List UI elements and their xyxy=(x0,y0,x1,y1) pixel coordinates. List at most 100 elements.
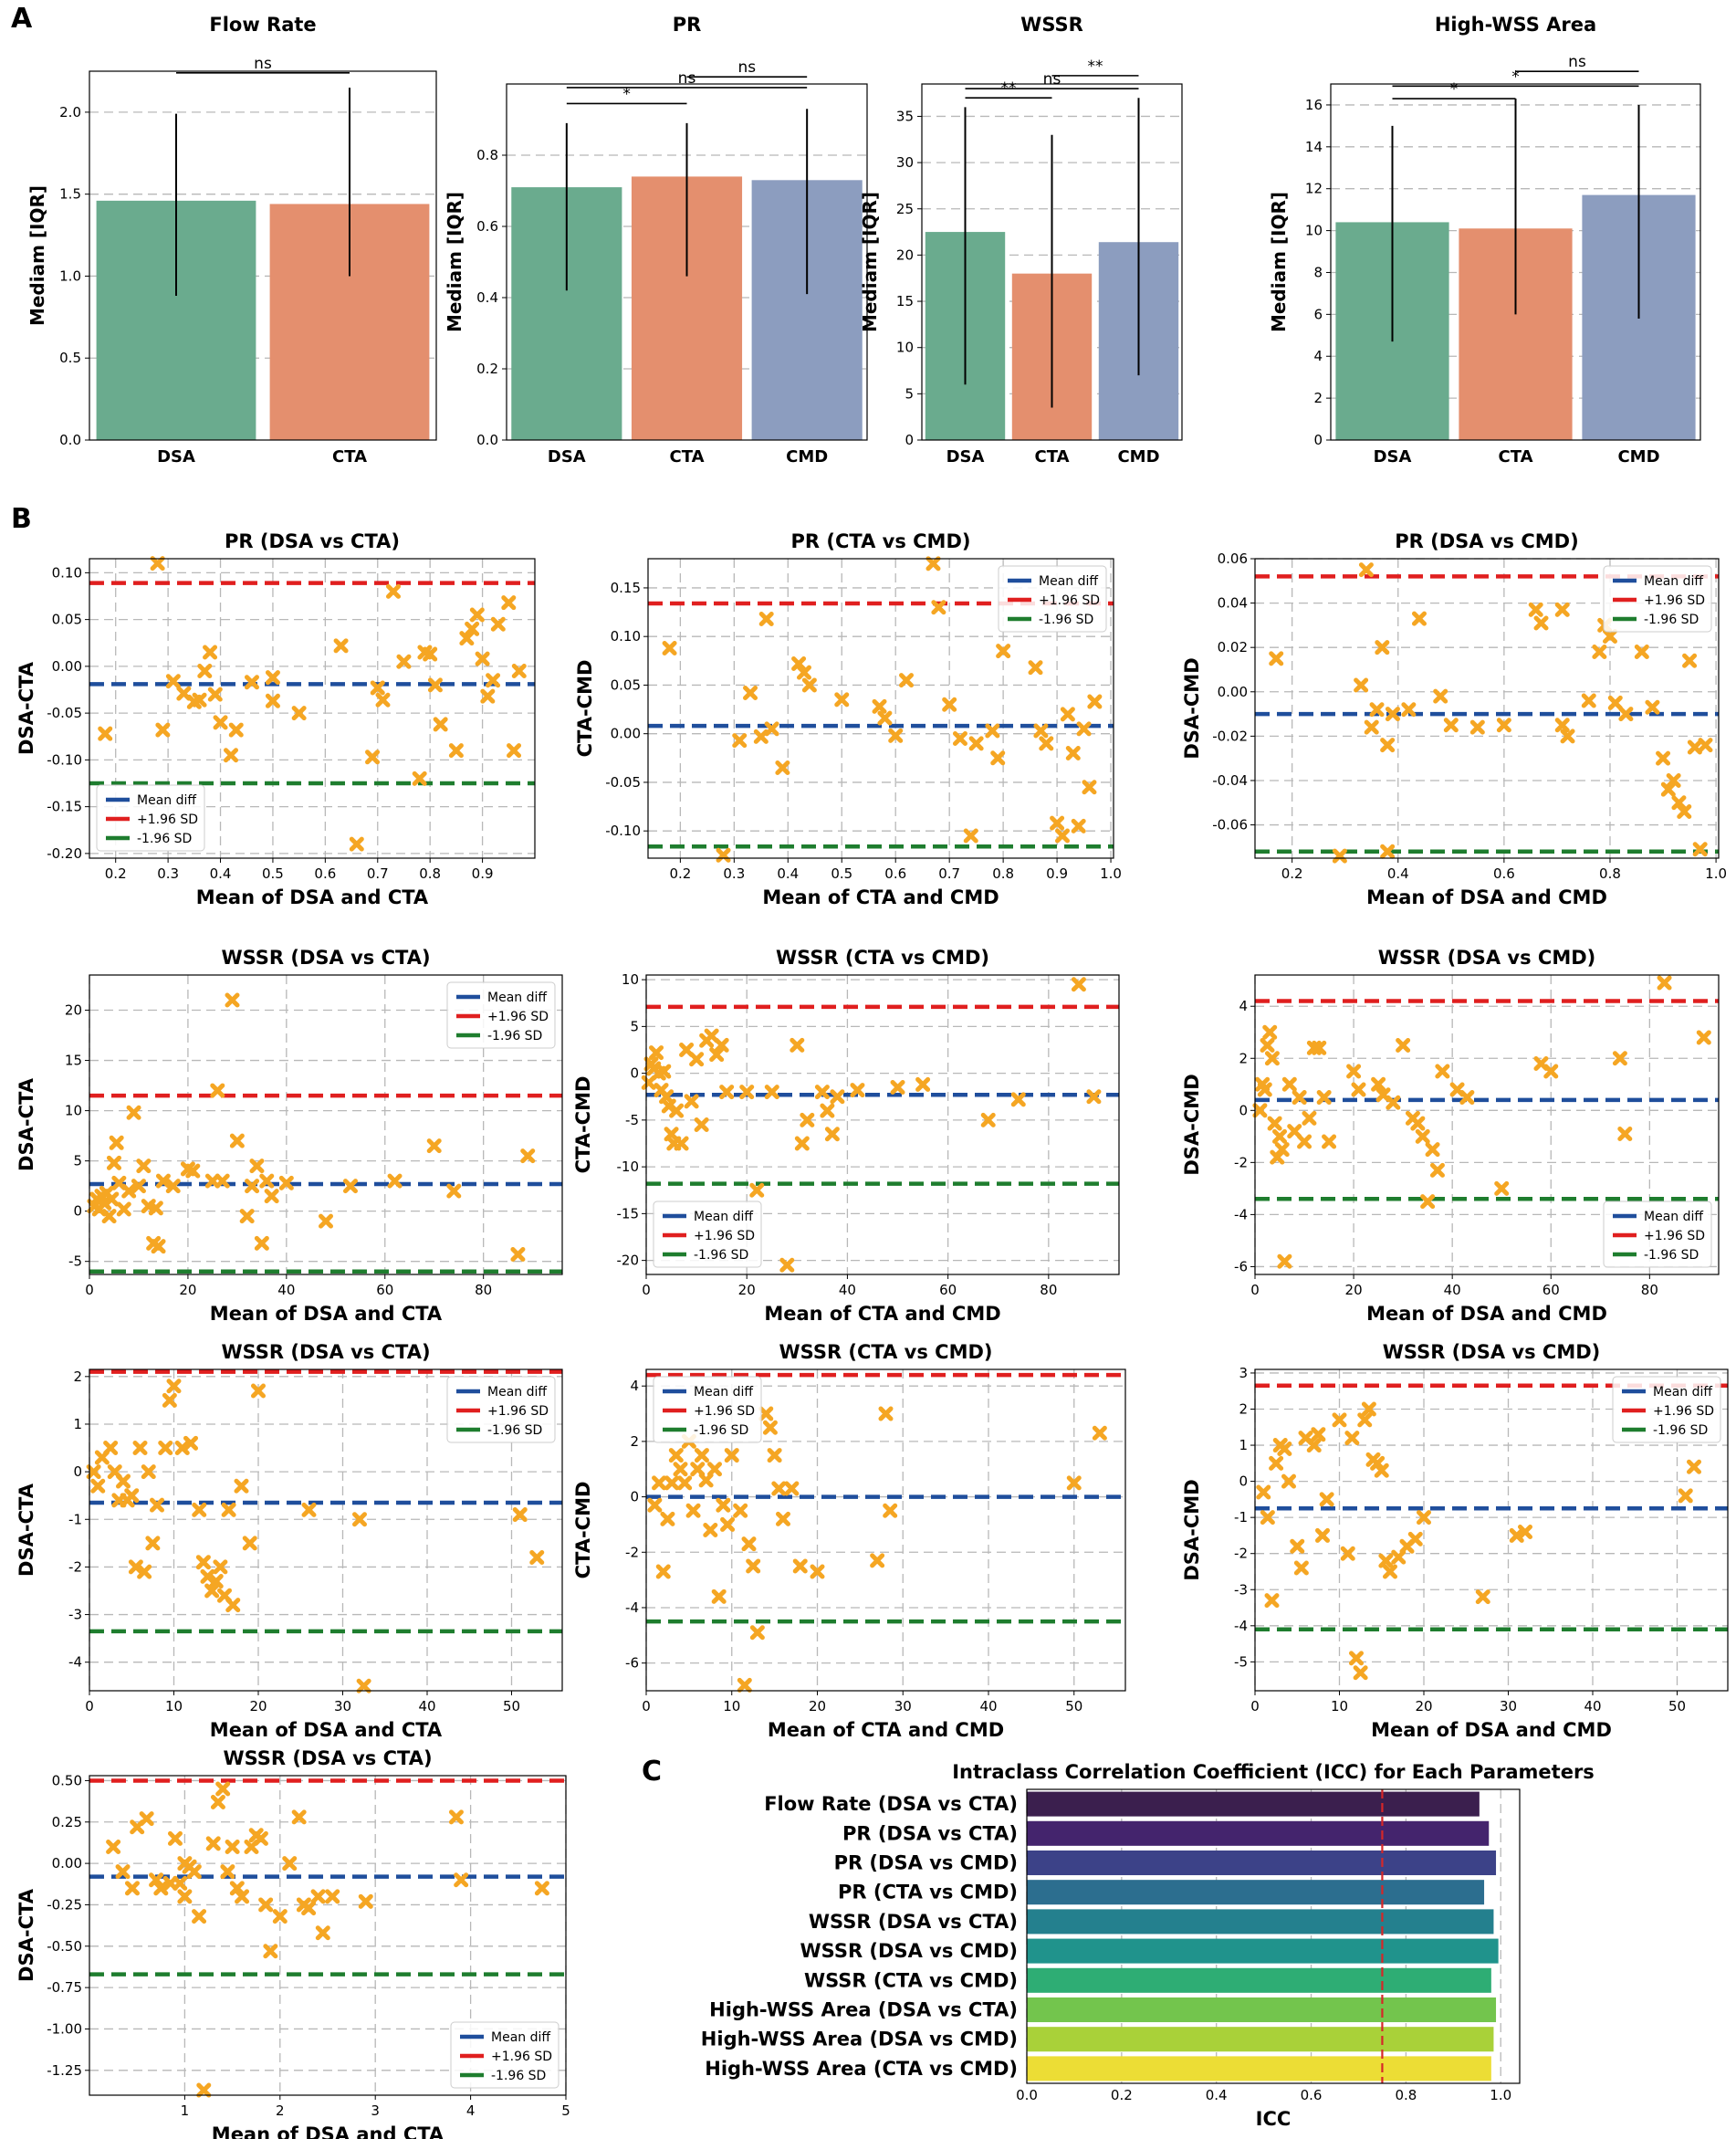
y-tick-label: -4 xyxy=(1234,1206,1248,1222)
data-point xyxy=(141,1464,156,1480)
data-point xyxy=(1274,1142,1290,1158)
data-point xyxy=(165,674,181,689)
data-point xyxy=(225,1598,241,1613)
data-point xyxy=(824,1127,840,1142)
data-point xyxy=(165,1179,181,1194)
y-tick-label: -2 xyxy=(1234,1154,1248,1170)
data-point xyxy=(183,1435,198,1451)
x-tick-label: 20 xyxy=(809,1698,826,1714)
legend-label: -1.96 SD xyxy=(694,1423,748,1438)
x-tick-label: 40 xyxy=(1444,1282,1461,1298)
data-point xyxy=(208,1574,224,1589)
legend: Mean diff +1.96 SD -1.96 SD xyxy=(1612,1376,1721,1443)
x-tick-label: 20 xyxy=(249,1698,267,1714)
data-point xyxy=(1666,772,1681,788)
legend-label: +1.96 SD xyxy=(1039,593,1100,608)
data-point xyxy=(931,600,946,615)
data-point xyxy=(1682,653,1698,668)
legend-label: +1.96 SD xyxy=(491,2050,552,2064)
data-point xyxy=(244,675,259,690)
data-point xyxy=(192,692,207,708)
significance-label: ns xyxy=(678,69,696,88)
data-point xyxy=(501,595,517,611)
data-point xyxy=(694,1117,709,1132)
y-tick-label: -3 xyxy=(1234,1581,1248,1598)
axes-frame xyxy=(89,1775,567,2096)
y-tick-label: 2 xyxy=(73,1368,82,1385)
panel-label-a: A xyxy=(11,3,33,35)
data-point xyxy=(465,621,480,636)
data-point xyxy=(195,1555,211,1570)
x-tick-label: 0.3 xyxy=(723,865,745,882)
data-point xyxy=(301,1901,317,1916)
data-point xyxy=(1554,602,1570,617)
x-tick-label: 30 xyxy=(894,1698,912,1714)
significance-label: ns xyxy=(1043,70,1061,89)
data-point xyxy=(349,836,364,852)
data-point xyxy=(1087,694,1103,709)
x-tick-label: DSA xyxy=(946,447,985,467)
significance-label: ** xyxy=(1088,58,1103,76)
chart-title: WSSR (DSA vs CTA) xyxy=(221,947,430,969)
data-point xyxy=(1290,1538,1305,1554)
data-point xyxy=(251,1383,266,1399)
data-point xyxy=(1319,1492,1334,1507)
data-point xyxy=(239,1209,255,1224)
data-point xyxy=(698,1473,714,1488)
chart-title: PR (DSA vs CTA) xyxy=(225,530,400,552)
data-point xyxy=(126,1105,141,1120)
data-point xyxy=(870,1553,885,1568)
data-point xyxy=(150,1497,164,1513)
y-tick-label: 3 xyxy=(1239,1365,1248,1381)
y-tick-label: 2.0 xyxy=(59,104,81,121)
data-point xyxy=(764,721,779,737)
data-point xyxy=(98,726,113,741)
x-tick-label: 0 xyxy=(85,1282,94,1298)
y-tick-label: 0.25 xyxy=(52,1814,82,1830)
y-tick-label: 15 xyxy=(65,1053,82,1069)
x-tick-label: 30 xyxy=(1500,1698,1517,1714)
legend: Mean diff +1.96 SD -1.96 SD xyxy=(446,981,556,1049)
data-point xyxy=(291,1809,307,1825)
data-point xyxy=(412,771,427,786)
y-tick-label: 0.02 xyxy=(1218,639,1248,655)
y-tick-label: 0.00 xyxy=(52,658,82,675)
x-axis-label: Mean of DSA and CTA xyxy=(210,1303,443,1325)
x-tick-label: 40 xyxy=(839,1282,856,1298)
y-tick-label: -0.75 xyxy=(47,1979,82,1996)
legend-label: +1.96 SD xyxy=(487,1404,549,1419)
chart-title: WSSR (DSA vs CTA) xyxy=(221,1341,430,1363)
data-point xyxy=(1671,795,1687,811)
data-point xyxy=(213,715,228,730)
data-point xyxy=(1315,1527,1330,1543)
data-point xyxy=(177,1889,193,1904)
data-point xyxy=(1411,611,1427,626)
data-point xyxy=(1677,803,1692,819)
x-axis-label: Mean of DSA and CTA xyxy=(196,886,429,908)
chart-b6: 0 20 40 60 80 -6 -4 -2 0 2 4 WSSR (DSA vs CMD) Mean … xyxy=(1181,947,1720,1325)
y-tick-label: -0.05 xyxy=(47,705,82,721)
legend-label: -1.96 SD xyxy=(491,2069,546,2083)
category-label: WSSR (CTA vs CMD) xyxy=(804,1969,1018,1991)
data-point xyxy=(186,1864,202,1880)
x-tick-label: 2 xyxy=(276,2102,285,2119)
y-tick-label: -0.25 xyxy=(47,1896,82,1913)
category-label: High-WSS Area (DSA vs CTA) xyxy=(709,1999,1018,2021)
data-point xyxy=(1692,842,1708,857)
data-point xyxy=(1415,1128,1430,1144)
data-point xyxy=(149,1872,164,1888)
data-point xyxy=(104,1191,120,1207)
y-tick-label: 2 xyxy=(1239,1050,1248,1066)
data-point xyxy=(1281,1473,1296,1489)
data-point xyxy=(155,1173,171,1189)
x-tick-label: DSA xyxy=(157,447,195,467)
significance-label: * xyxy=(622,85,631,103)
data-point xyxy=(249,1159,265,1174)
icc-bar xyxy=(1027,1997,1497,2023)
data-point xyxy=(1311,1427,1326,1442)
data-point xyxy=(703,1523,718,1537)
x-tick-label: 0.7 xyxy=(367,865,389,882)
chart-b1: 0.2 0.3 0.4 0.5 0.6 0.7 0.8 0.9 -0.20 -0.15 -0.10 -… xyxy=(16,530,536,908)
y-tick-label: 0.50 xyxy=(52,1772,82,1788)
y-tick-label: 0.15 xyxy=(611,580,641,596)
